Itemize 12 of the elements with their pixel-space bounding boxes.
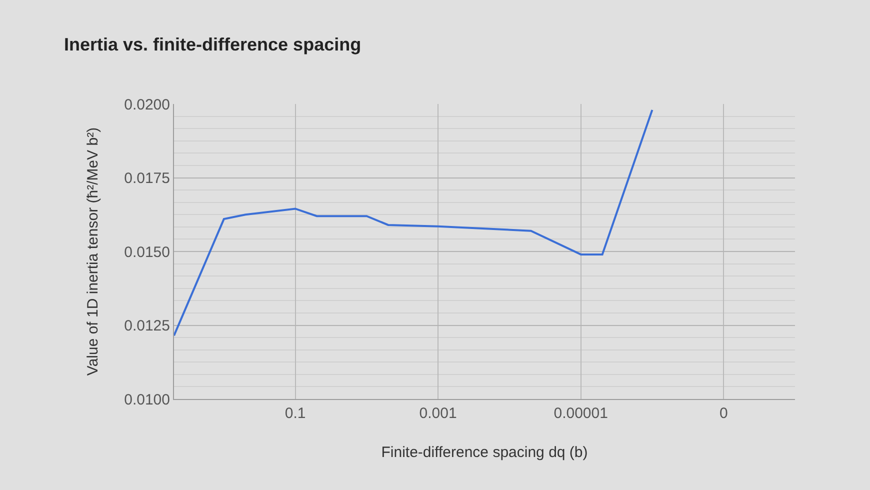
x-tick-label: 0.1 — [284, 405, 306, 422]
y-tick-label: 0.0200 — [124, 96, 170, 114]
y-tick-label: 0.0150 — [124, 244, 170, 261]
x-tick-label: 0 — [719, 405, 728, 422]
chart-title: Inertia vs. finite-difference spacing — [64, 34, 362, 54]
y-axis-title: Value of 1D inertia tensor (ħ²/MeV b²) — [84, 127, 102, 376]
y-tick-label: 0.0125 — [124, 318, 170, 334]
x-axis-title: Finite-difference spacing dq (b) — [381, 444, 588, 461]
x-tick-label: 0.00001 — [554, 405, 608, 422]
x-tick-label: 0.001 — [419, 405, 457, 422]
y-tick-label: 0.0175 — [124, 170, 170, 187]
y-tick-label: 0.0100 — [124, 391, 170, 408]
